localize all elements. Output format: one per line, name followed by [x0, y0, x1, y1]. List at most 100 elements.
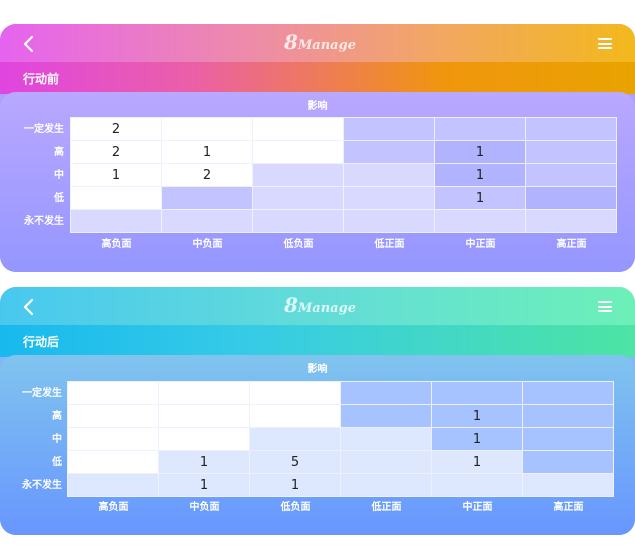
matrix-cell[interactable]	[526, 164, 616, 186]
column-label: 低负面	[283, 239, 314, 250]
row-label: 永不发生	[24, 216, 64, 227]
matrix-cell[interactable]	[253, 118, 343, 140]
matrix-cell[interactable]	[250, 428, 340, 450]
column-label: 低正面	[371, 502, 402, 513]
matrix-cell[interactable]	[344, 210, 434, 232]
matrix-cell[interactable]	[344, 118, 434, 140]
matrix-cell[interactable]: 5	[250, 451, 340, 473]
matrix-cell[interactable]: 1	[432, 405, 522, 427]
column-label: 高负面	[98, 502, 129, 513]
matrix-cell[interactable]	[253, 164, 343, 186]
matrix-cell[interactable]	[250, 382, 340, 404]
matrix-cell[interactable]	[341, 474, 431, 496]
section-header: 行动后	[0, 325, 635, 357]
matrix-cell[interactable]	[435, 118, 525, 140]
matrix-cell[interactable]: 1	[159, 474, 249, 496]
row-label: 中	[54, 170, 64, 181]
column-label: 低负面	[280, 502, 311, 513]
matrix-cell[interactable]: 1	[71, 164, 161, 186]
matrix-cell[interactable]	[68, 474, 158, 496]
matrix-cell[interactable]	[344, 141, 434, 163]
hamburger-menu-icon[interactable]	[598, 38, 612, 49]
matrix-cell[interactable]	[159, 405, 249, 427]
row-label: 高	[54, 147, 64, 158]
row-label: 一定发生	[22, 388, 62, 399]
matrix-cell[interactable]	[162, 118, 252, 140]
matrix-cell[interactable]	[159, 382, 249, 404]
matrix-cell[interactable]	[523, 382, 613, 404]
row-label: 高	[52, 411, 62, 422]
row-label: 永不发生	[22, 480, 62, 491]
matrix-cell[interactable]	[526, 118, 616, 140]
likelihood-labels: 一定发生 高 中 低 永不发生	[0, 382, 62, 497]
impact-axis-title: 影响	[307, 101, 328, 112]
matrix-cell[interactable]	[526, 187, 616, 209]
matrix-cell[interactable]	[435, 210, 525, 232]
matrix-cell[interactable]	[341, 428, 431, 450]
matrix-cell[interactable]	[341, 451, 431, 473]
matrix-cell[interactable]: 2	[71, 141, 161, 163]
app-logo: 8Manage	[284, 293, 356, 317]
matrix-cell[interactable]	[253, 210, 343, 232]
matrix-cell[interactable]: 1	[435, 164, 525, 186]
matrix-cell[interactable]	[253, 187, 343, 209]
matrix-cell[interactable]	[523, 428, 613, 450]
matrix-cell[interactable]	[71, 187, 161, 209]
section-title: 行动后	[23, 335, 60, 349]
matrix-cell[interactable]	[162, 210, 252, 232]
app-header: 8Manage	[0, 287, 635, 327]
matrix-cell[interactable]	[523, 474, 613, 496]
matrix-cell[interactable]	[344, 187, 434, 209]
matrix-cell[interactable]: 1	[435, 141, 525, 163]
matrix-cell[interactable]	[253, 141, 343, 163]
matrix-cell[interactable]	[344, 164, 434, 186]
matrix-cell[interactable]: 2	[162, 164, 252, 186]
matrix-cell[interactable]: 2	[71, 118, 161, 140]
matrix-cell[interactable]: 1	[159, 451, 249, 473]
section-title: 行动前	[23, 72, 60, 86]
column-label: 高负面	[101, 239, 132, 250]
matrix-cell[interactable]	[526, 210, 616, 232]
back-arrow-icon[interactable]	[22, 35, 34, 53]
matrix-cell[interactable]	[159, 428, 249, 450]
column-label: 中负面	[192, 239, 223, 250]
column-label: 低正面	[374, 239, 405, 250]
matrix-cell[interactable]: 1	[250, 474, 340, 496]
row-label: 低	[52, 457, 62, 468]
matrix-cell[interactable]	[526, 141, 616, 163]
matrix-cell[interactable]	[432, 474, 522, 496]
matrix-cell[interactable]	[250, 405, 340, 427]
impact-labels: 高负面 中负面 低负面 低正面 中正面 高正面	[71, 235, 617, 250]
matrix-cell[interactable]	[68, 451, 158, 473]
section-header: 行动前	[0, 62, 635, 94]
matrix-cell[interactable]	[432, 382, 522, 404]
impact-axis-title: 影响	[307, 364, 328, 375]
matrix-cell[interactable]	[68, 405, 158, 427]
matrix-cell[interactable]	[68, 382, 158, 404]
matrix-cell[interactable]	[71, 210, 161, 232]
row-label: 中	[52, 434, 62, 445]
column-label: 中正面	[465, 239, 496, 250]
matrix-cell[interactable]	[162, 187, 252, 209]
matrix-cell[interactable]: 1	[162, 141, 252, 163]
column-label: 中正面	[462, 502, 493, 513]
column-label: 高正面	[556, 239, 587, 250]
row-label: 一定发生	[24, 124, 64, 135]
hamburger-menu-icon[interactable]	[598, 301, 612, 312]
matrix-cell[interactable]: 1	[435, 187, 525, 209]
impact-labels: 高负面 中负面 低负面 低正面 中正面 高正面	[68, 498, 614, 513]
app-header: 8Manage	[0, 24, 635, 64]
matrix-cell[interactable]	[523, 451, 613, 473]
matrix-cell[interactable]: 1	[432, 451, 522, 473]
matrix-cell[interactable]: 1	[432, 428, 522, 450]
matrix-cell[interactable]	[341, 405, 431, 427]
back-arrow-icon[interactable]	[22, 298, 34, 316]
row-label: 低	[54, 193, 64, 204]
matrix-cell[interactable]	[68, 428, 158, 450]
matrix-cell[interactable]	[341, 382, 431, 404]
matrix-cell[interactable]	[523, 405, 613, 427]
